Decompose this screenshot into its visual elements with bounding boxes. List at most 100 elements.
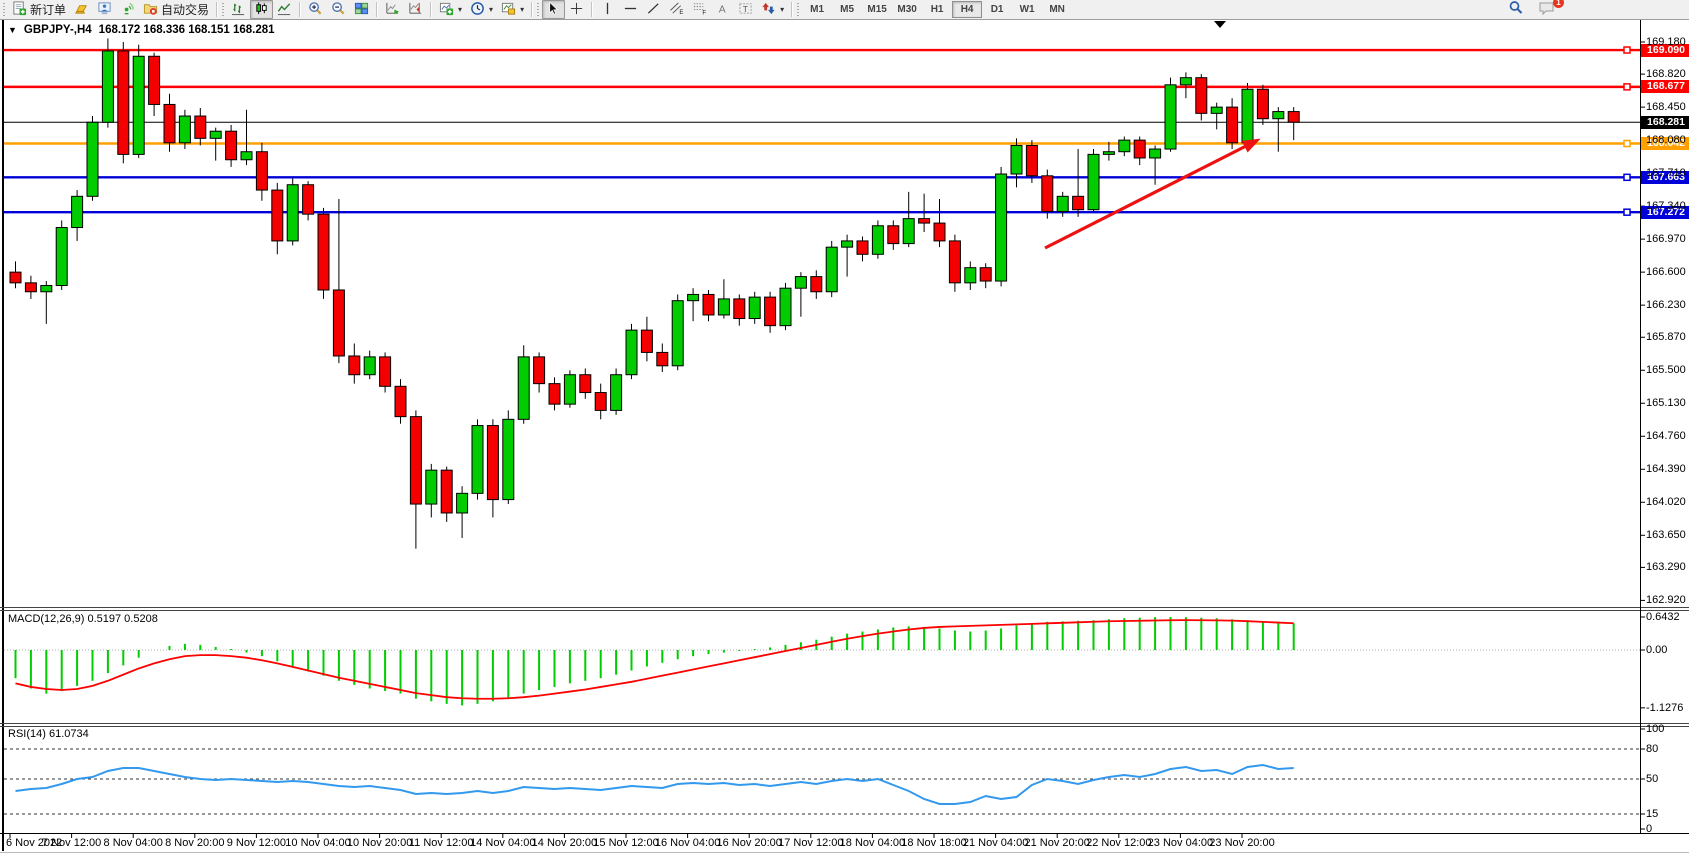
candle-down [1226, 106, 1239, 144]
equidistant-channel-icon: E [669, 1, 684, 19]
candle-up [610, 374, 623, 411]
templates-button[interactable]: ▾ [497, 0, 528, 19]
hline-handle[interactable] [1623, 208, 1631, 216]
candle-up [40, 285, 53, 293]
timeframe-button-H1[interactable]: H1 [930, 4, 944, 15]
auto-trading-button[interactable]: 自动交易 [139, 0, 213, 19]
candle-up [1056, 195, 1069, 212]
timeframe-button-H4[interactable]: H4 [952, 1, 983, 18]
hline-handle[interactable] [1623, 83, 1631, 91]
candle-up [1102, 151, 1115, 155]
candle-up [779, 287, 792, 327]
timeframe-button-D1[interactable]: D1 [990, 4, 1004, 15]
periods-button[interactable]: ▾ [466, 0, 497, 19]
candle-down [594, 392, 607, 411]
metaeditor-icon [97, 1, 112, 19]
tile-windows-icon [354, 1, 369, 19]
hline-handle[interactable] [1623, 46, 1631, 54]
new-order-button[interactable]: 新订单 [8, 0, 70, 19]
trendline-button[interactable] [642, 0, 665, 19]
candlestick-chart-icon [254, 1, 269, 19]
candle-down [810, 276, 823, 293]
toolbar-drag-handle[interactable] [3, 3, 5, 16]
text-icon: A [715, 1, 730, 19]
indicators-caret-icon: ▾ [458, 5, 463, 14]
candle-down [194, 115, 207, 139]
text-button[interactable]: A [711, 0, 734, 19]
candle-down [394, 385, 407, 418]
timeframe-button-M15[interactable]: M15 [867, 4, 887, 15]
rsi-line [15, 763, 1294, 805]
candle-down [163, 103, 176, 144]
candle-up [517, 356, 530, 420]
trend-arrow-head[interactable] [1241, 138, 1261, 153]
candle-down [948, 240, 961, 284]
zoom-out-button[interactable] [327, 0, 350, 19]
hline-handle[interactable] [1623, 139, 1631, 148]
periods-caret-icon: ▾ [489, 5, 494, 14]
price-chart-canvas[interactable] [0, 19, 1689, 857]
line-chart-icon [277, 1, 292, 19]
auto-scroll-button[interactable] [381, 0, 404, 19]
signals-button[interactable] [116, 0, 139, 19]
crosshair-button[interactable] [565, 0, 588, 19]
line-chart-button[interactable] [273, 0, 296, 19]
gold-button[interactable] [70, 0, 93, 19]
chart-collapse-icon[interactable]: ▼ [8, 25, 17, 35]
svg-text:F: F [702, 9, 706, 15]
chart-shift-button[interactable] [404, 0, 427, 19]
arrows-button[interactable]: ▾ [757, 0, 788, 19]
text-label-button[interactable]: T [734, 0, 757, 19]
candle-up [825, 246, 838, 293]
candle-down [348, 355, 361, 376]
candle-down [9, 271, 22, 284]
toolbar-separator [299, 2, 302, 17]
metaeditor-button[interactable] [93, 0, 116, 19]
candle-down [317, 213, 330, 291]
hline-handle[interactable] [1623, 173, 1631, 182]
candle-up [86, 121, 99, 197]
vertical-line-button[interactable] [596, 0, 619, 19]
candle-up [502, 418, 515, 501]
bar-chart-button[interactable] [227, 0, 250, 19]
toolbar-drag-handle[interactable] [537, 3, 540, 16]
notifications-button[interactable]: 1 [1534, 0, 1564, 19]
chart-window[interactable]: 169.090 168.677 168.042 167.663 167.272 168.2… [0, 19, 1689, 857]
timeframe-button-MN[interactable]: MN [1049, 4, 1065, 15]
candlestick-chart-button[interactable] [250, 0, 274, 19]
rsi-indicator-label: RSI(14) 61.0734 [8, 728, 89, 740]
candle-down [1072, 195, 1085, 211]
timeframe-button-W1[interactable]: W1 [1019, 4, 1035, 15]
templates-icon [501, 1, 516, 19]
search-button[interactable] [1504, 0, 1528, 19]
candle-up [1272, 111, 1285, 120]
candle-up [748, 296, 761, 320]
zoom-in-button[interactable] [304, 0, 327, 19]
toolbar-separator [430, 2, 433, 17]
horizontal-line-button[interactable] [619, 0, 642, 19]
svg-text:E: E [679, 9, 683, 16]
cursor-button[interactable] [542, 0, 566, 19]
zoom-in-icon [308, 1, 323, 19]
candle-up [794, 276, 807, 289]
toolbar-drag-handle[interactable] [797, 3, 800, 16]
equidistant-channel-button[interactable]: E [665, 0, 688, 19]
timeframe-button-M5[interactable]: M5 [840, 4, 855, 15]
timeframe-button-M1[interactable]: M1 [810, 4, 825, 15]
candle-down [1287, 111, 1300, 123]
candle-down [887, 225, 900, 245]
candle-up [671, 300, 684, 367]
toolbar-drag-handle[interactable] [222, 3, 225, 16]
candle-up [1164, 84, 1177, 150]
timeframe-group: M1 M5 M15 M30 H1 H4 D1 W1 MN [802, 1, 1072, 18]
candle-down [856, 240, 869, 255]
new-order-label: 新订单 [30, 3, 67, 17]
fibonacci-button[interactable]: F [688, 0, 711, 19]
indicators-button[interactable]: ▾ [435, 0, 466, 19]
macd-signal-line [15, 619, 1294, 700]
tile-windows-button[interactable] [350, 0, 373, 19]
timeframe-button-M30[interactable]: M30 [897, 4, 917, 15]
chart-shift-marker[interactable] [1214, 21, 1226, 28]
candle-up [101, 50, 114, 123]
candle-up [1087, 153, 1100, 211]
